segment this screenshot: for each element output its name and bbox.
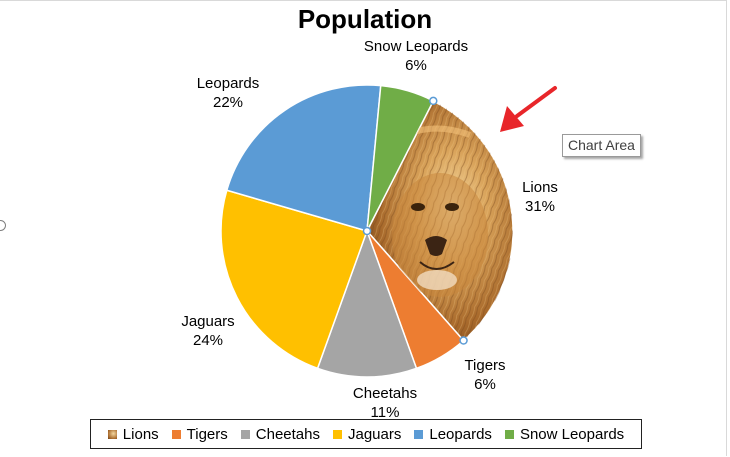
- data-label-category: Cheetahs: [352, 385, 418, 402]
- data-label-value: 6%: [405, 57, 427, 74]
- data-label-leopards[interactable]: Leopards 22%: [197, 74, 260, 112]
- data-label-value: 24%: [192, 332, 224, 349]
- data-label-category: Tigers: [464, 357, 506, 374]
- legend-item-jaguars[interactable]: Jaguars: [333, 426, 401, 443]
- annotation-arrow-icon: [500, 106, 524, 132]
- legend-swatch-jaguars: [333, 429, 342, 439]
- legend-swatch-leopards: [414, 429, 424, 439]
- legend-swatch-tigers: [171, 429, 181, 439]
- chart-title[interactable]: Population: [297, 4, 433, 34]
- data-label-value: 6%: [474, 376, 496, 393]
- selection-handle[interactable]: [429, 96, 438, 106]
- legend-label: Leopards: [429, 425, 492, 443]
- lion-right-eye: [445, 203, 459, 211]
- legend-swatch-cheetahs: [240, 429, 250, 439]
- legend-label: Cheetahs: [255, 425, 320, 443]
- legend-label: Lions: [122, 425, 159, 443]
- pie-slice-cheetahs[interactable]: [316, 228, 418, 378]
- lion-nose: [425, 236, 447, 256]
- selection-handle[interactable]: [459, 336, 468, 345]
- chart-legend[interactable]: Lions Tigers Cheetahs Jaguars Leopards S…: [90, 419, 642, 449]
- annotation-arrow-shaft: [515, 86, 557, 118]
- chart-area-tooltip: Chart Area: [562, 134, 641, 157]
- data-label-cheetahs[interactable]: Cheetahs 11%: [353, 384, 417, 422]
- lion-chin: [417, 270, 457, 290]
- legend-item-tigers[interactable]: Tigers: [171, 425, 228, 443]
- data-label-value: 11%: [370, 404, 400, 421]
- lion-image-fill: [392, 125, 488, 297]
- legend-item-snow-leopards[interactable]: Snow Leopards: [504, 425, 625, 443]
- data-label-lions[interactable]: Lions 31%: [522, 178, 558, 216]
- data-label-category: Lions: [522, 179, 558, 196]
- data-label-jaguars[interactable]: Jaguars 24%: [181, 312, 234, 350]
- legend-label: Snow Leopards: [519, 425, 625, 443]
- legend-item-lions[interactable]: Lions: [107, 425, 159, 443]
- legend-item-cheetahs[interactable]: Cheetahs: [240, 425, 320, 443]
- pie-slice-leopards[interactable]: [225, 84, 382, 232]
- lion-left-eye: [411, 203, 425, 211]
- legend-item-leopards[interactable]: Leopards: [414, 426, 492, 443]
- lion-mouth: [419, 261, 455, 270]
- data-label-tigers[interactable]: Tigers 6%: [464, 356, 505, 394]
- data-label-category: Snow Leopards: [363, 38, 469, 55]
- data-label-value: 31%: [524, 198, 556, 215]
- data-label-category: Leopards: [196, 75, 260, 92]
- data-label-value: 22%: [212, 94, 244, 111]
- legend-swatch-snow-leopards: [504, 429, 514, 439]
- pie-slice-jaguars[interactable]: [220, 189, 368, 370]
- data-label-category: Jaguars: [181, 313, 235, 330]
- legend-label: Jaguars: [348, 425, 402, 443]
- data-label-snow-leopards[interactable]: Snow Leopards 6%: [364, 37, 468, 75]
- legend-swatch-lions: [107, 429, 117, 439]
- selection-handle[interactable]: [362, 226, 372, 236]
- legend-label: Tigers: [186, 425, 228, 443]
